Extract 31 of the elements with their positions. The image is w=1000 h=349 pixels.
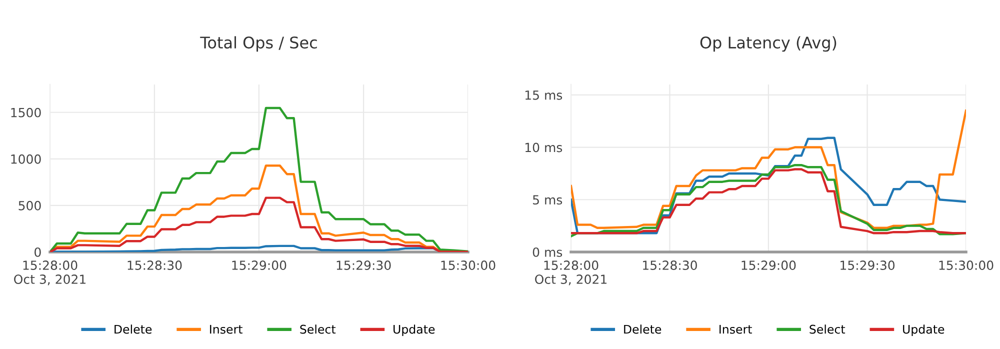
line-series (50, 196, 468, 252)
legend-label: Insert (210, 324, 242, 334)
x-tick-label: 15:29:30 (840, 260, 895, 270)
y-tick-label: 500 (18, 200, 41, 210)
legend-label: Update (903, 324, 944, 336)
x-tick-label: 15:30:00 (441, 260, 496, 270)
legend-label: Delete (624, 324, 662, 334)
x-tick-label: 15:29:00 (742, 260, 796, 270)
x-tick-label: 15:30:00 (939, 260, 994, 270)
y-tick-label: 10 ms (525, 142, 562, 152)
legend-label: Select (810, 324, 846, 334)
line-series (50, 106, 468, 252)
legend-label: Delete (114, 324, 152, 334)
x-tick-label: 15:28:00 Oct 3, 2021 (535, 260, 606, 286)
x-tick-label: 15:28:30 (128, 260, 182, 270)
legend-label: Update (394, 324, 435, 336)
x-tick-label: 15:29:00 (232, 260, 286, 270)
x-tick-label: 15:29:30 (336, 260, 391, 270)
y-tick-label: 1000 (11, 154, 41, 164)
x-tick-label: 15:28:30 (643, 260, 697, 270)
line-series (571, 110, 966, 230)
y-tick-label: 15 ms (525, 90, 562, 100)
x-tick-label: 15:28:00 Oct 3, 2021 (14, 260, 86, 286)
legend-label: Insert (720, 324, 752, 334)
legend-label: Select (300, 324, 336, 334)
y-tick-label: 0 (34, 247, 41, 257)
y-tick-label: 5 ms (533, 195, 562, 205)
chart-title: Total Ops / Sec (200, 36, 317, 52)
y-tick-label: 1500 (11, 108, 41, 118)
y-tick-label: 0 ms (532, 247, 562, 257)
chart-title: Op Latency (Avg) (700, 36, 836, 52)
